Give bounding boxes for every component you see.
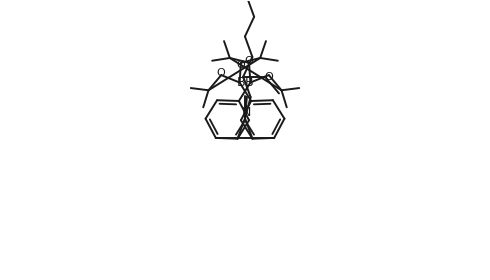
Text: N: N	[241, 106, 251, 119]
Text: B: B	[236, 76, 245, 89]
Text: B: B	[245, 76, 254, 89]
Text: O: O	[237, 60, 245, 70]
Text: O: O	[245, 56, 253, 66]
Text: O: O	[217, 68, 225, 78]
Text: O: O	[265, 72, 273, 82]
